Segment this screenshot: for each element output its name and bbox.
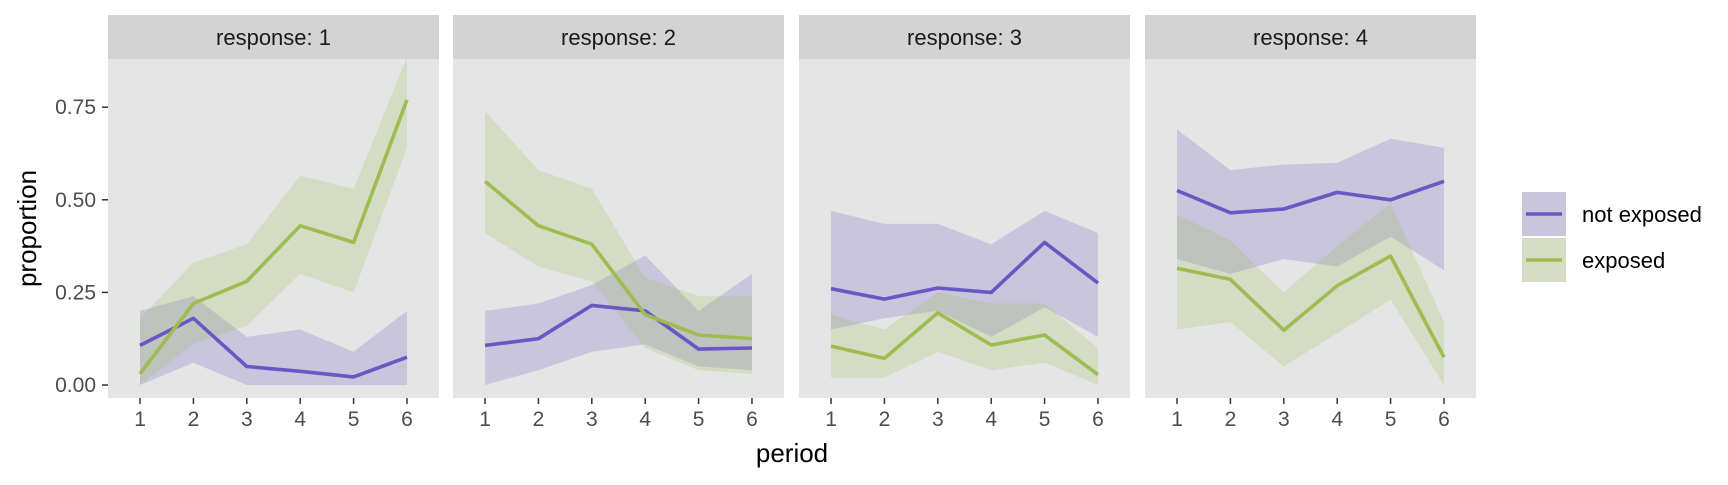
ci-ribbon-exposed [140, 57, 407, 385]
x-tick-label: 3 [932, 408, 944, 431]
facet-strip [799, 15, 1130, 59]
x-tick-label: 2 [1225, 408, 1237, 431]
panel-background [799, 59, 1130, 398]
ci-ribbon-exposed [485, 110, 752, 374]
facet-strip [1145, 15, 1476, 59]
x-tick-label: 6 [1092, 408, 1104, 431]
x-tick-label: 5 [693, 408, 705, 431]
x-tick-label: 4 [1331, 408, 1343, 431]
facet-strip [108, 15, 439, 59]
y-tick-label: 0.25 [55, 281, 96, 304]
x-tick-label: 3 [1278, 408, 1290, 431]
y-tick-label: 0.50 [55, 189, 96, 212]
series-line-not-exposed [484, 303, 753, 351]
x-tick-label: 5 [1385, 408, 1397, 431]
x-tick-label: 6 [746, 408, 758, 431]
ci-ribbon-exposed [831, 292, 1098, 385]
ci-ribbon-not-exposed [140, 296, 407, 385]
series-line-not-exposed [1176, 179, 1445, 215]
facet-panel-3: response: 3 1 2 3 4 5 6 [799, 15, 1130, 431]
facet-strip-label: response: 4 [1253, 25, 1368, 50]
ci-ribbon-exposed [1177, 203, 1444, 385]
facet-strip-label: response: 1 [216, 25, 331, 50]
x-tick-label: 1 [134, 408, 146, 431]
facet-strip-label: response: 2 [561, 25, 676, 50]
legend-label: not exposed [1582, 202, 1702, 227]
series-line-not-exposed [830, 240, 1100, 301]
x-tick-label: 6 [1438, 408, 1450, 431]
legend-entry-not-exposed: not exposed [1522, 192, 1702, 236]
x-tick-label: 1 [825, 408, 837, 431]
x-tick-label: 5 [1039, 408, 1051, 431]
x-tick-label: 4 [985, 408, 997, 431]
y-tick-label: 0.00 [55, 374, 96, 397]
series-line-exposed [138, 99, 409, 375]
series-line-exposed [1176, 254, 1446, 359]
facet-panel-4: response: 4 1 2 3 4 5 6 [1145, 15, 1476, 431]
ci-ribbon-not-exposed [831, 210, 1098, 337]
facet-panel-1: response: 1 1 2 3 4 5 6 [108, 15, 439, 431]
series-line-exposed [830, 310, 1100, 377]
x-tick-label: 1 [1171, 408, 1183, 431]
x-tick-label: 4 [294, 408, 306, 431]
x-tick-label: 5 [348, 408, 360, 431]
x-tick-label: 6 [401, 408, 413, 431]
series-line-exposed [483, 179, 753, 341]
x-tick-label: 1 [479, 408, 491, 431]
x-tick-label: 4 [639, 408, 651, 431]
legend: not exposed exposed [1522, 192, 1702, 282]
x-tick-label: 2 [533, 408, 545, 431]
x-tick-label: 3 [586, 408, 598, 431]
x-tick-label: 3 [241, 408, 253, 431]
facet-panel-2: response: 2 1 2 3 4 5 6 [453, 15, 784, 431]
y-axis-title: proportion [12, 170, 42, 287]
y-tick-label: 0.75 [55, 96, 96, 119]
facet-strip-label: response: 3 [907, 25, 1022, 50]
legend-entry-exposed: exposed [1522, 238, 1665, 282]
x-axis-title: period [756, 438, 828, 468]
facet-strip [453, 15, 784, 59]
x-tick-label: 2 [188, 408, 200, 431]
legend-label: exposed [1582, 248, 1665, 273]
ci-ribbon-not-exposed [485, 255, 752, 385]
x-tick-label: 2 [879, 408, 891, 431]
series-line-not-exposed [139, 316, 408, 379]
panel-background [1145, 59, 1476, 398]
